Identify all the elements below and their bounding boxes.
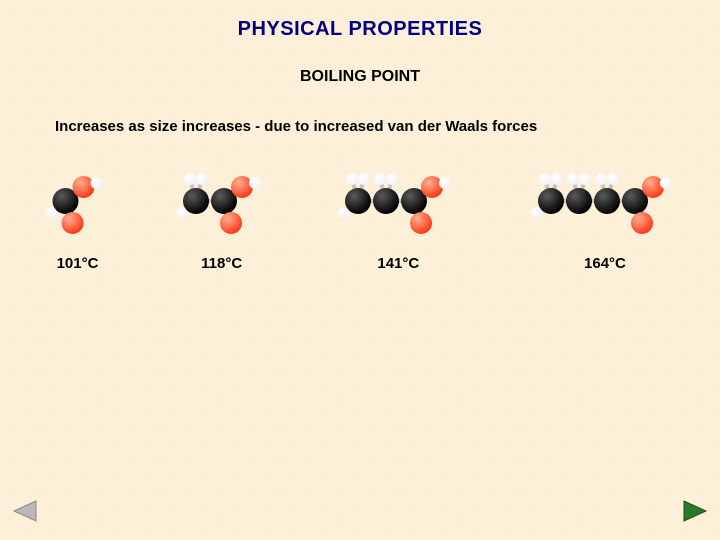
boiling-point-label: 101°C xyxy=(30,255,125,272)
molecule-diagram xyxy=(510,153,700,243)
molecule-diagram xyxy=(318,153,478,243)
section-subtitle: BOILING POINT xyxy=(0,68,720,86)
boiling-point-label: 118°C xyxy=(157,255,287,272)
molecule xyxy=(318,153,478,248)
boiling-point-row: 101°C 118°C 141°C 164°C xyxy=(30,255,700,272)
caption-text: Increases as size increases - due to inc… xyxy=(55,118,537,135)
prev-arrow-icon[interactable] xyxy=(12,499,40,528)
molecule xyxy=(30,153,125,248)
molecule-diagram xyxy=(30,153,125,243)
boiling-point-label: 141°C xyxy=(318,255,478,272)
molecule-diagram xyxy=(157,153,287,243)
molecule xyxy=(510,153,700,248)
molecule-row xyxy=(30,155,700,245)
page-title: PHYSICAL PROPERTIES xyxy=(0,18,720,41)
molecule xyxy=(157,153,287,248)
boiling-point-label: 164°C xyxy=(510,255,700,272)
next-arrow-icon[interactable] xyxy=(680,499,708,528)
